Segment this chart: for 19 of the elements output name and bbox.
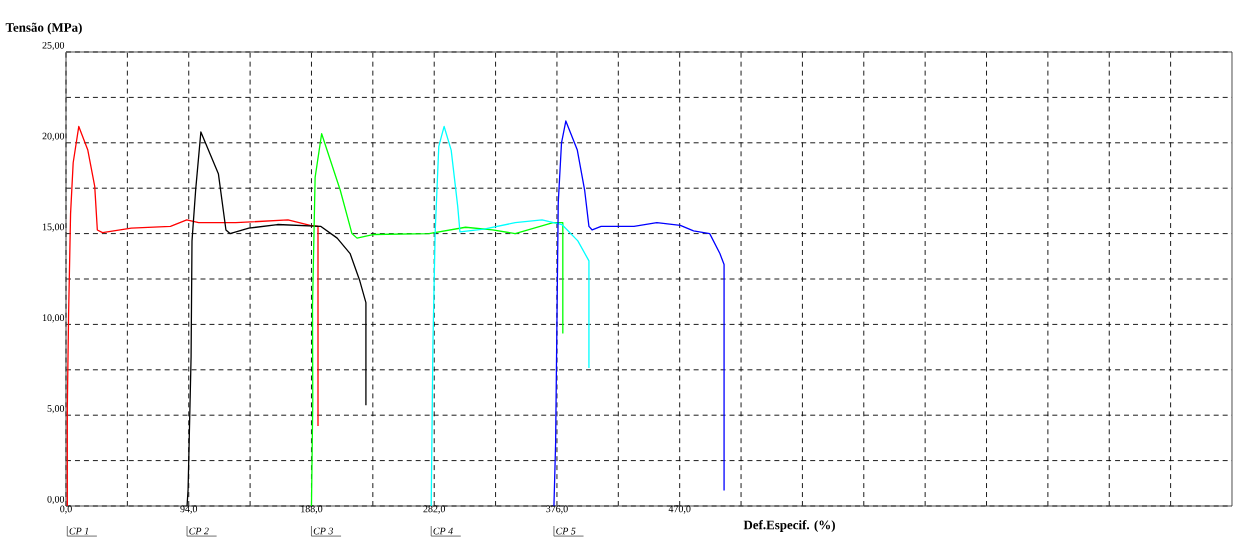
text: CP 4 [433,527,453,535]
text: CP 2 [189,527,209,535]
x-tick-label: 376,0 [546,505,568,514]
y-tick-label: 15,00 [42,223,65,232]
text: CP 3 [313,527,334,535]
y-tick-label: 25,00 [42,41,65,51]
y-axis-title: Tensão (MPa) [5,22,82,35]
x-tick-label: 282,0 [423,505,446,514]
y-tick-label: 0,00 [47,495,65,505]
text: CP 5 [556,527,576,535]
x-tick-label: 470,0 [668,505,691,514]
x-tick-label: 94,0 [180,505,198,514]
y-tick-label: 5,00 [47,405,65,414]
y-tick-label: 10,00 [42,314,65,323]
text: CP 1 [69,527,89,535]
x-tick-label: 188,0 [301,505,323,514]
x-axis-title: Def.Especif. (%) [743,520,835,532]
x-tick-label: 0,0 [60,505,72,514]
y-tick-label: 20,00 [42,132,65,141]
